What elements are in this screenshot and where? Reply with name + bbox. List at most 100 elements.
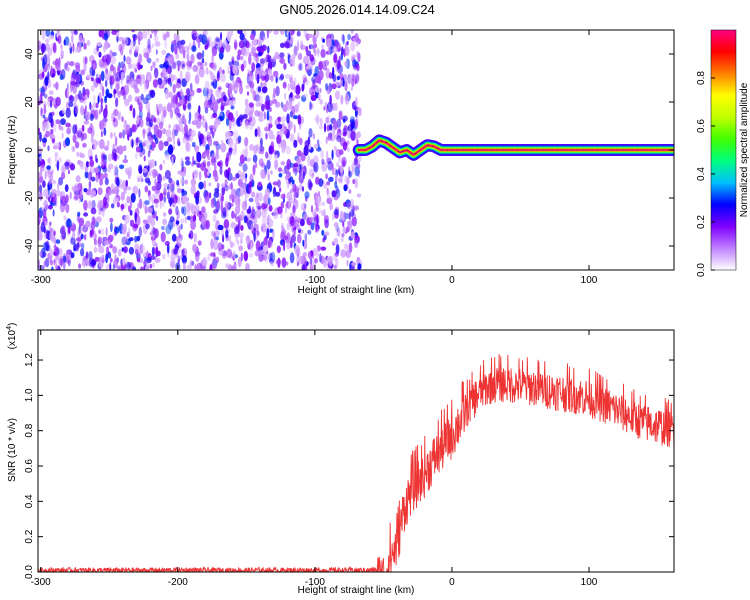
noise-blob — [309, 101, 312, 111]
noise-blob — [41, 43, 45, 54]
noise-blob — [150, 65, 153, 72]
noise-blob — [336, 75, 340, 81]
noise-blob — [289, 219, 293, 225]
noise-blob — [65, 107, 71, 118]
noise-blob — [311, 76, 315, 83]
noise-blob — [155, 181, 162, 191]
noise-blob — [84, 166, 88, 172]
noise-blob — [286, 216, 291, 222]
noise-blob — [53, 258, 56, 266]
noise-blob — [348, 170, 352, 178]
noise-blob — [253, 55, 256, 61]
noise-blob — [46, 165, 51, 170]
noise-blob — [267, 214, 271, 223]
noise-blob — [165, 31, 170, 38]
noise-blob — [223, 184, 229, 192]
noise-blob — [234, 204, 241, 215]
noise-blob — [177, 91, 181, 98]
noise-blob — [162, 109, 167, 118]
noise-blob — [259, 145, 265, 152]
noise-blob — [90, 77, 94, 82]
noise-blob — [114, 136, 118, 147]
noise-blob — [92, 101, 97, 109]
noise-blob — [95, 174, 99, 183]
noise-blob — [350, 130, 356, 141]
noise-blob — [87, 92, 90, 99]
noise-blob — [226, 117, 230, 127]
noise-blob — [123, 55, 126, 62]
noise-blob — [100, 102, 103, 113]
snr-panel: -300 -200 -100 0 100 0.0 0.2 0.4 0.6 0.8 1.0 1.2 He… — [6, 323, 675, 596]
noise-blob — [167, 145, 174, 155]
noise-blob — [129, 199, 133, 209]
noise-blob — [272, 229, 275, 240]
noise-blob — [177, 187, 182, 194]
noise-blob — [238, 115, 244, 123]
noise-blob — [221, 183, 225, 189]
noise-blob — [91, 216, 96, 226]
noise-blob — [163, 187, 167, 197]
noise-blob — [228, 100, 234, 106]
noise-blob — [53, 197, 57, 204]
noise-blob — [209, 264, 213, 270]
noise-blob — [149, 263, 153, 269]
noise-blob — [140, 174, 143, 183]
noise-blob — [333, 145, 337, 151]
noise-blob — [344, 175, 348, 184]
noise-blob — [351, 165, 354, 176]
noise-blob — [350, 231, 355, 239]
noise-blob — [83, 212, 89, 217]
noise-blob — [143, 139, 147, 144]
noise-blob — [320, 246, 327, 251]
noise-blob — [51, 168, 54, 175]
noise-blob — [260, 168, 267, 179]
noise-blob — [276, 134, 282, 144]
noise-blob — [210, 150, 215, 158]
noise-blob — [122, 145, 127, 152]
noise-blob — [260, 81, 263, 89]
noise-blob — [110, 222, 113, 233]
noise-blob — [296, 150, 302, 157]
noise-blob — [199, 170, 202, 181]
noise-blob — [304, 233, 308, 242]
noise-blob — [183, 261, 186, 270]
noise-blob — [314, 257, 318, 264]
noise-blob — [320, 210, 325, 216]
noise-blob — [214, 230, 220, 237]
noise-blob — [253, 231, 256, 243]
noise-blob — [124, 99, 129, 106]
noise-blob — [60, 44, 63, 50]
noise-blob — [263, 111, 267, 120]
noise-blob — [307, 155, 311, 167]
noise-blob — [135, 136, 140, 143]
noise-blob — [196, 88, 202, 93]
noise-blob — [142, 97, 149, 105]
noise-blob — [238, 245, 243, 252]
heatmap-xtick-label: -300 — [31, 275, 51, 286]
noise-blob — [343, 184, 348, 192]
noise-blob — [220, 73, 226, 83]
noise-blob — [52, 209, 55, 217]
noise-blob — [190, 260, 195, 266]
noise-blob — [108, 189, 113, 196]
noise-blob — [100, 130, 103, 138]
noise-blob — [53, 230, 56, 236]
noise-blob — [329, 94, 332, 105]
noise-blob — [214, 43, 219, 50]
noise-blob — [315, 195, 321, 205]
noise-blob — [105, 253, 108, 264]
noise-blob — [117, 248, 122, 257]
noise-blob — [134, 87, 140, 94]
noise-blob — [43, 241, 49, 251]
noise-blob — [55, 264, 59, 270]
noise-blob — [175, 123, 180, 129]
noise-blob — [163, 212, 167, 217]
noise-blob — [244, 136, 249, 147]
snr-ytick-label: 1.0 — [24, 388, 35, 402]
noise-blob — [331, 102, 337, 111]
noise-blob — [137, 202, 140, 210]
noise-blob — [69, 83, 73, 93]
snr-ytick-label: 0.2 — [24, 529, 35, 543]
noise-blob — [45, 204, 49, 210]
noise-blob — [80, 132, 84, 142]
